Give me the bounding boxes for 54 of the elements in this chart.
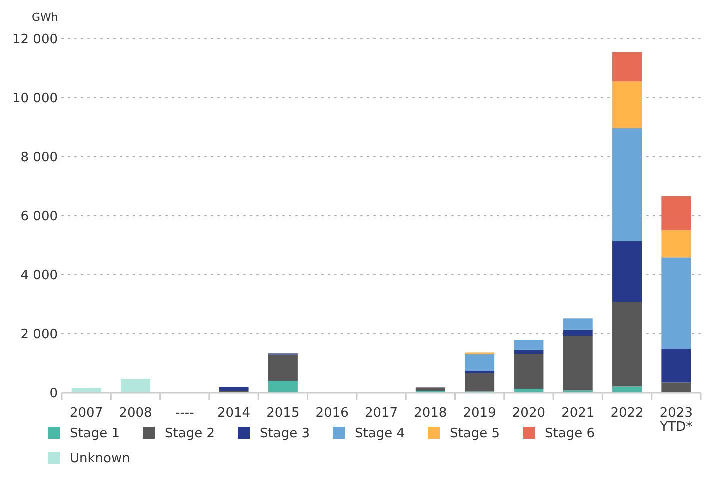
- bar: [662, 196, 692, 230]
- bar: [120, 378, 150, 393]
- y-tick-label: 6 000: [20, 210, 58, 225]
- legend-label: Stage 6: [545, 426, 595, 442]
- bar: [514, 350, 544, 354]
- y-axis-title: GWh: [32, 11, 58, 24]
- legend-label: Stage 4: [355, 426, 405, 442]
- x-tick-label: 2016: [316, 406, 349, 421]
- legend-label: Stage 2: [165, 426, 215, 442]
- bar: [563, 330, 593, 336]
- bar: [612, 52, 642, 82]
- x-tick-label: 2020: [512, 406, 546, 421]
- x-tick-label: 2018: [414, 406, 448, 421]
- x-tick-label: 2015: [266, 406, 300, 421]
- bar: [662, 230, 692, 258]
- bar: [563, 336, 593, 391]
- y-tick-label: 4 000: [20, 268, 58, 284]
- bar: [268, 354, 298, 381]
- bar: [612, 241, 642, 302]
- bar: [514, 340, 544, 350]
- x-tick-label: 2014: [217, 406, 251, 421]
- bar: [612, 128, 642, 242]
- y-tick-label: 10 000: [12, 92, 58, 107]
- x-tick-label: 2007: [70, 406, 104, 421]
- x-tick-label: 2023 YTD*: [659, 406, 694, 435]
- x-tick-label: 2008: [119, 406, 152, 421]
- bar: [612, 82, 642, 128]
- x-tick-label: 2021: [562, 406, 595, 421]
- x-tick-label: ----: [176, 406, 195, 421]
- bar: [465, 354, 495, 371]
- bar: [514, 354, 544, 389]
- legend-label: Stage 1: [70, 426, 120, 442]
- legend-label: Stage 3: [260, 426, 310, 442]
- bar: [416, 388, 446, 391]
- legend-label: Unknown: [70, 452, 130, 467]
- bar: [72, 388, 102, 393]
- bar: [465, 370, 495, 374]
- bar: [563, 318, 593, 330]
- legend-label: Stage 5: [450, 426, 500, 442]
- bar: [612, 386, 642, 393]
- x-tick-label: 2019: [463, 406, 496, 421]
- bar: [662, 258, 692, 349]
- y-tick-label: 12 000: [12, 32, 58, 48]
- x-tick-label: 2022: [610, 406, 644, 421]
- x-tick-label: 2017: [364, 406, 398, 421]
- y-tick-label: 2 000: [20, 328, 58, 343]
- y-tick-label: 0: [50, 386, 58, 402]
- bar: [662, 348, 692, 383]
- bar: [662, 382, 692, 392]
- bar: [219, 387, 249, 391]
- bar: [268, 380, 298, 393]
- bar: [612, 302, 642, 387]
- bar: [465, 373, 495, 392]
- y-tick-label: 8 000: [20, 150, 58, 166]
